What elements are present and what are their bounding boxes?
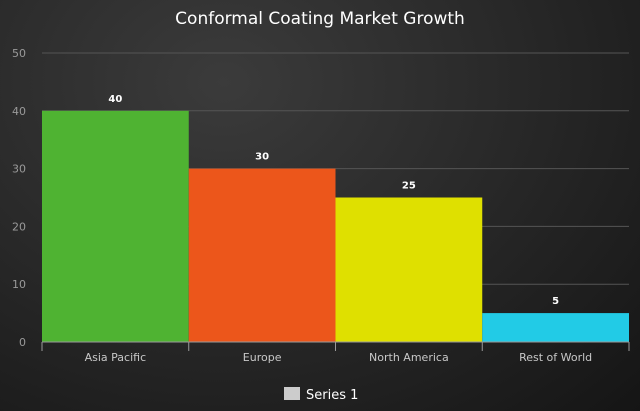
x-tick-label: Europe	[243, 351, 282, 364]
y-tick-label: 20	[12, 220, 26, 233]
x-tick-label: North America	[369, 351, 449, 364]
legend-label[interactable]: Series 1	[306, 388, 358, 403]
y-axis-ticks: 0 10 20 30 40 50	[12, 47, 26, 349]
data-labels: 40 30 25 5	[108, 94, 559, 307]
y-tick-label: 30	[12, 163, 26, 176]
data-label: 40	[108, 94, 122, 105]
bar[interactable]	[482, 313, 629, 342]
bar[interactable]	[335, 197, 483, 343]
legend[interactable]: Series 1	[284, 387, 358, 403]
data-label: 30	[255, 152, 269, 163]
y-tick-label: 40	[12, 105, 26, 118]
data-label: 25	[402, 181, 416, 192]
bars	[42, 110, 629, 343]
legend-swatch[interactable]	[284, 387, 300, 400]
bar[interactable]	[42, 110, 189, 342]
chart-title: Conformal Coating Market Growth	[175, 9, 465, 29]
y-tick-label: 50	[12, 47, 26, 60]
bar[interactable]	[188, 168, 336, 342]
x-axis: Asia Pacific Europe North America Rest of W…	[41, 341, 630, 364]
x-tick-label: Asia Pacific	[85, 351, 147, 364]
data-label: 5	[552, 296, 559, 307]
x-tick-label: Rest of World	[519, 351, 592, 364]
y-tick-label: 10	[12, 278, 26, 291]
y-tick-label: 0	[19, 336, 26, 349]
